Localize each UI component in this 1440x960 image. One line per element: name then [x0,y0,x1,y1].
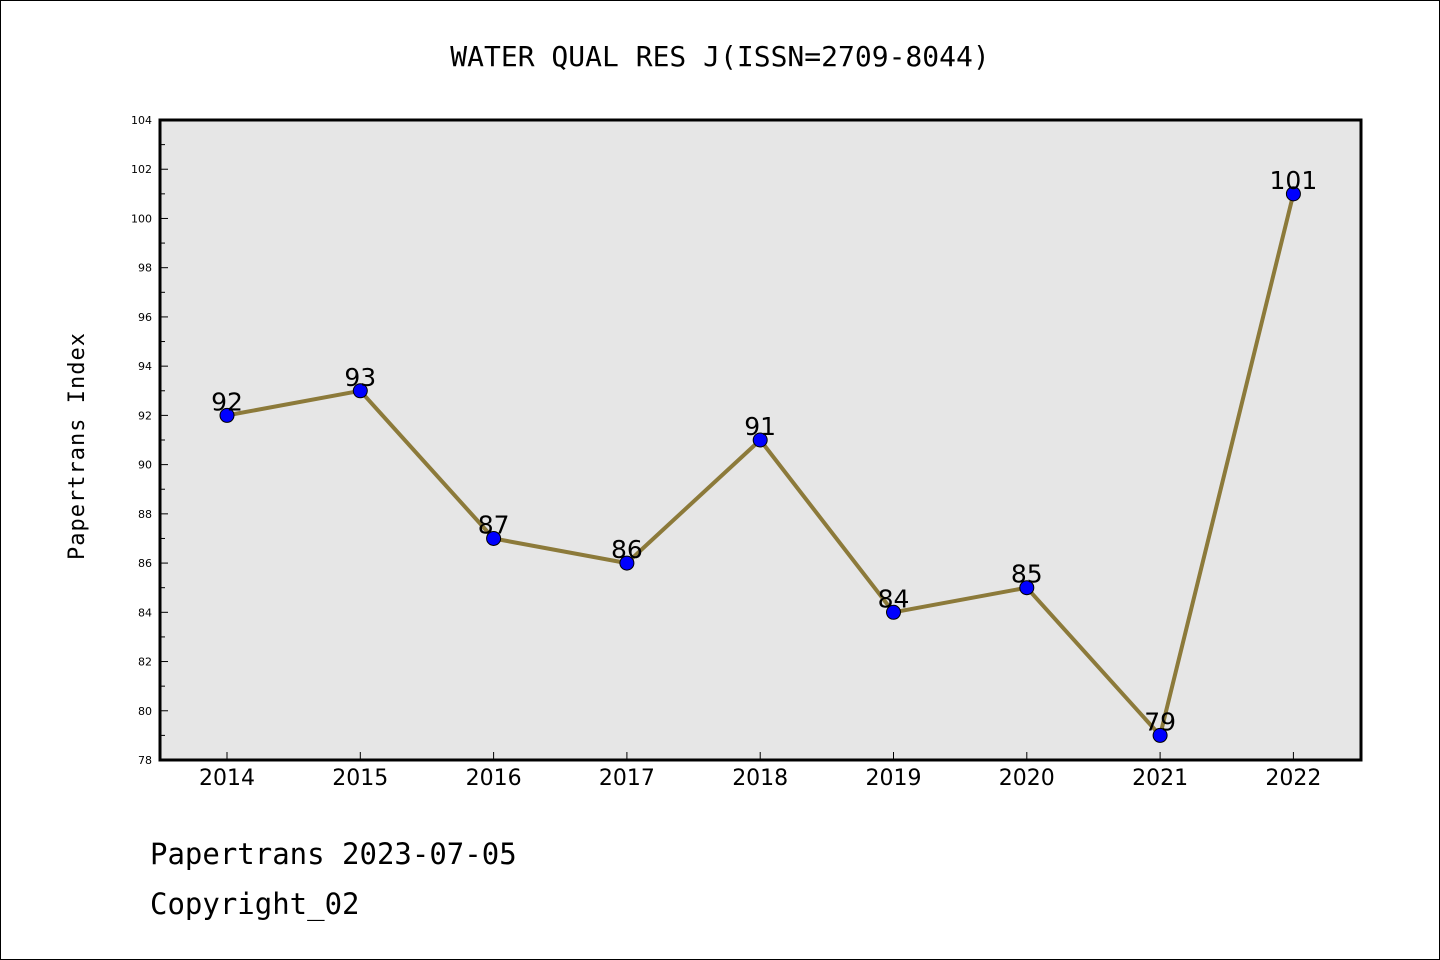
data-point-label: 101 [1270,166,1318,195]
data-point-label: 85 [1011,560,1043,589]
data-point-marker [752,432,768,448]
data-point-marker [1019,580,1035,596]
x-tick-label: 2016 [466,766,522,791]
footer-copyright: Copyright_02 [150,887,360,922]
x-axis-ticks: 2014 2015 2016 2017 2018 2019 2020 2021 2022 [199,752,1321,791]
y-tick-label: 86 [138,557,152,570]
data-point-marker [1285,186,1301,202]
data-point-marker [1152,727,1168,743]
series-markers [219,186,1301,743]
x-tick-label: 2022 [1265,766,1321,791]
data-point-marker [619,555,635,571]
data-point-marker [352,383,368,399]
data-labels: 92 93 87 86 91 84 85 79 101 [211,166,1317,737]
y-tick-label: 78 [138,754,152,767]
y-tick-label: 96 [138,311,152,324]
data-point-label: 84 [878,584,910,613]
data-point-label: 79 [1144,707,1176,736]
y-tick-label: 104 [131,114,152,127]
x-tick-label: 2020 [999,766,1055,791]
y-tick-label: 100 [131,212,152,225]
y-tick-label: 80 [138,705,152,718]
y-tick-label: 84 [138,606,152,619]
data-point-label: 87 [478,510,510,539]
data-point-marker [219,407,235,423]
x-tick-label: 2021 [1132,766,1188,791]
x-tick-label: 2019 [866,766,922,791]
plot-area [158,118,1363,762]
x-tick-label: 2015 [332,766,388,791]
x-tick-label: 2014 [199,766,255,791]
y-tick-label: 82 [138,656,152,669]
y-tick-label: 92 [138,409,152,422]
data-point-label: 93 [344,363,376,392]
data-point-marker [886,604,901,620]
footer-date-stamp: Papertrans 2023-07-05 [150,837,517,871]
data-point-label: 86 [611,535,643,564]
y-tick-label: 98 [138,262,152,275]
x-tick-label: 2018 [732,766,788,791]
data-point-label: 91 [744,412,776,441]
y-axis-label: Papertrans Index [65,332,90,560]
y-axis-ticks: 78 80 82 84 86 88 90 92 94 96 98 100 102 104 [131,114,168,767]
x-tick-label: 2017 [599,766,655,791]
y-tick-label: 94 [138,360,152,373]
chart-title: WATER QUAL RES J(ISSN=2709-8044) [450,40,989,73]
y-tick-label: 88 [138,508,152,521]
y-tick-label: 90 [138,459,152,472]
y-tick-label: 102 [131,163,152,176]
data-point-label: 92 [211,387,243,416]
data-point-marker [486,530,502,546]
